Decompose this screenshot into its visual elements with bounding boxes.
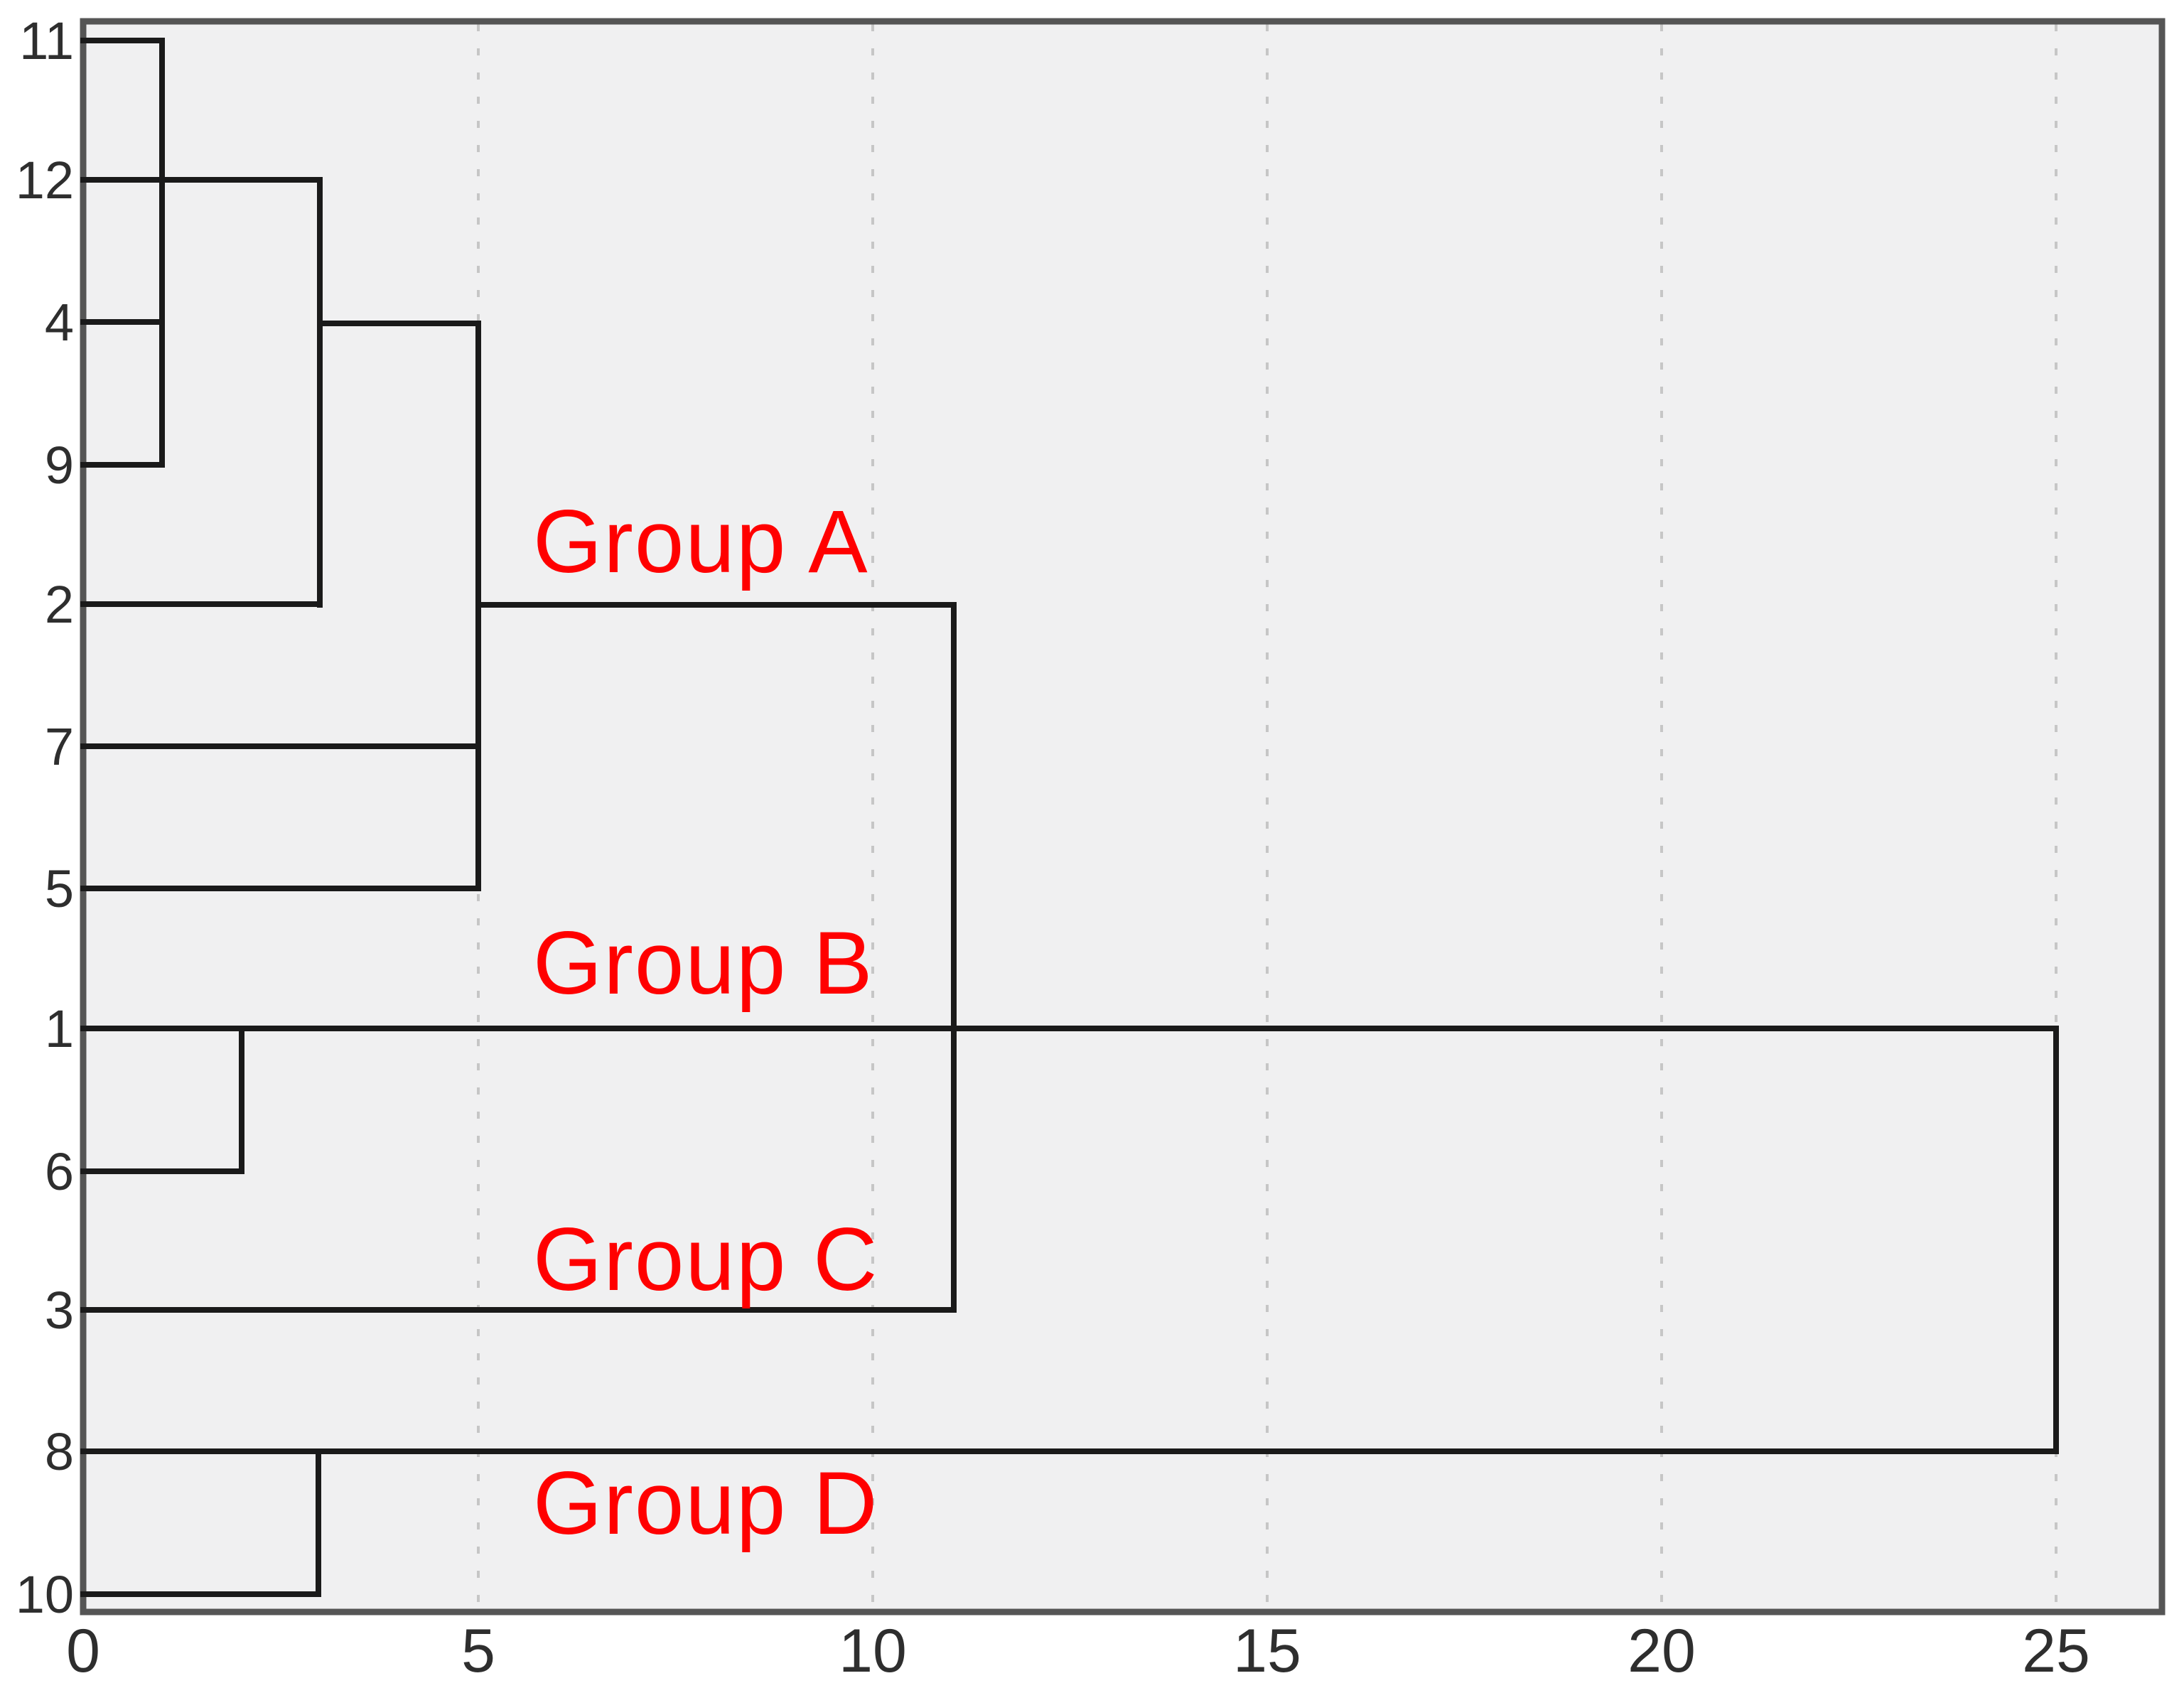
x-tick-label-10: 10: [839, 1617, 907, 1685]
leaf-label-1: 1: [45, 999, 74, 1058]
leaf-label-10: 10: [16, 1565, 74, 1624]
leaf-label-3: 3: [45, 1281, 74, 1340]
group-d-label: Group D: [533, 1454, 879, 1553]
leaf-label-9: 9: [45, 436, 74, 495]
leaf-label-5: 5: [45, 859, 74, 918]
x-tick-label-15: 15: [1233, 1617, 1301, 1685]
group-a-label: Group A: [533, 493, 869, 591]
plot-area: [83, 21, 2162, 1612]
x-tick-label-20: 20: [1628, 1617, 1696, 1685]
x-tick-label-0: 0: [66, 1617, 100, 1685]
leaf-label-7: 7: [45, 717, 74, 776]
plot-border: [80, 18, 2166, 1616]
leaf-label-12: 12: [16, 151, 74, 210]
leaf-label-8: 8: [45, 1422, 74, 1481]
x-tick-label-5: 5: [461, 1617, 495, 1685]
x-tick-label-25: 25: [2022, 1617, 2090, 1685]
leaf-label-6: 6: [45, 1142, 74, 1201]
leaf-label-4: 4: [45, 293, 74, 352]
group-c-label: Group C: [533, 1210, 879, 1309]
group-b-label: Group B: [533, 914, 874, 1013]
leaf-label-11: 11: [19, 11, 74, 70]
leaf-label-2: 2: [45, 575, 74, 634]
